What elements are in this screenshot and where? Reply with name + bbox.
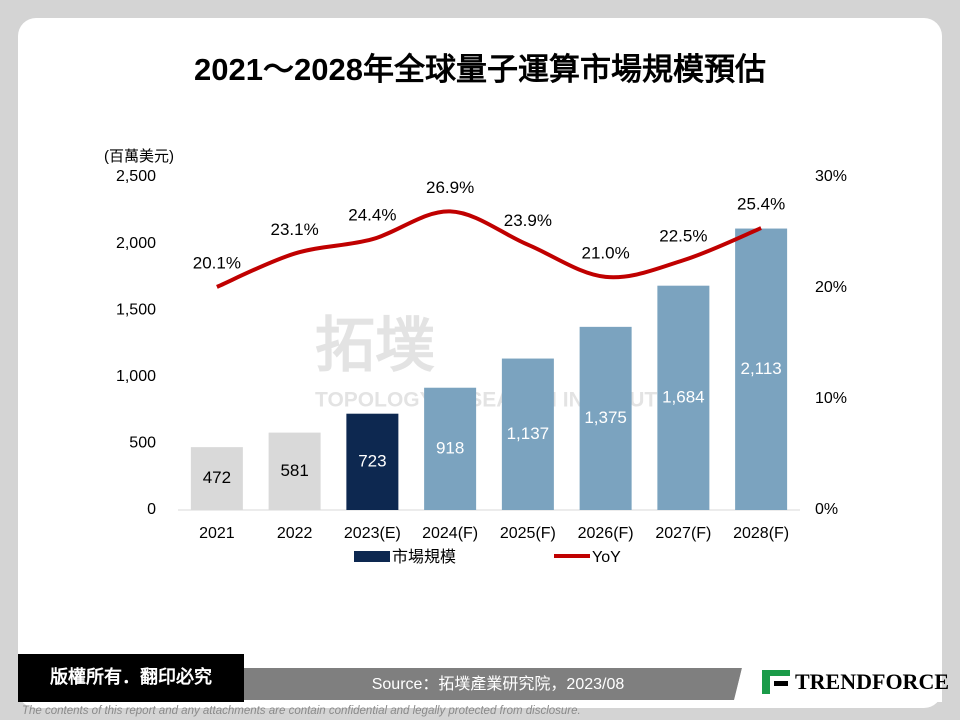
- plot: 0 500 1,000 1,500 2,000 2,500 0% 10% 20% 30% 2021 2…: [116, 168, 847, 566]
- legend-label: 市場規模: [392, 548, 456, 566]
- y-tick-label: 0: [147, 501, 156, 518]
- line-value-label: 26.9%: [426, 178, 474, 197]
- line-value-label: 23.1%: [271, 220, 319, 239]
- x-tick-label: 2025(F): [500, 525, 556, 542]
- chart-title: 2021～2028年全球量子運算市場規模預估: [194, 52, 766, 87]
- y-tick-label: 2,500: [116, 168, 156, 185]
- line: [216, 209, 762, 289]
- line-value-label: 20.1%: [193, 253, 241, 272]
- y-tick-label: 1,500: [116, 301, 156, 318]
- bar-value-label: 1,137: [507, 424, 550, 443]
- bar: [579, 326, 632, 510]
- card: [18, 18, 942, 708]
- bar: [268, 432, 321, 510]
- bar-value-label: 472: [203, 468, 231, 487]
- bar: [501, 358, 554, 510]
- bar: [190, 447, 243, 510]
- disclaimer: The contents of this report and any atta…: [22, 705, 581, 717]
- bar: [346, 413, 399, 510]
- bar-value-label: 581: [280, 461, 308, 480]
- legend-label: YoY: [592, 549, 621, 566]
- source: Source：拓墣產業研究院，2023/08: [372, 675, 625, 693]
- bar: [424, 387, 477, 510]
- x-tick-label: 2026(F): [578, 525, 634, 542]
- legend-swatch: [354, 551, 390, 562]
- bar-value-label: 2,113: [740, 359, 781, 378]
- bar: [657, 285, 710, 510]
- bar-value-label: 1,375: [584, 408, 627, 427]
- y2-tick-label: 20%: [815, 279, 847, 296]
- bar-value-label: 918: [436, 438, 464, 457]
- y-axis-label: (百萬美元): [104, 148, 174, 165]
- y2-tick-label: 30%: [815, 168, 847, 185]
- line-value-label: 23.9%: [504, 211, 552, 230]
- bar: [735, 228, 788, 510]
- logo-icon: [774, 681, 788, 686]
- x-tick-label: 2023(E): [344, 525, 401, 542]
- line-value-label: 24.4%: [348, 206, 396, 225]
- bar-value-label: 1,684: [662, 387, 705, 406]
- watermark-logo: 拓墣: [315, 312, 435, 379]
- copyright: 版權所有．翻印必究: [50, 666, 212, 687]
- line-value-label: 22.5%: [659, 227, 707, 246]
- bar-value-label: 723: [358, 451, 386, 470]
- y2-tick-label: 10%: [815, 390, 847, 407]
- line-value-label: 21.0%: [582, 243, 630, 262]
- line-value-label: 25.4%: [737, 195, 785, 214]
- x-tick-label: 2024(F): [422, 525, 478, 542]
- source-band: [244, 668, 742, 700]
- x-tick-label: 2028(F): [733, 525, 789, 542]
- x-tick-label: 2022: [277, 525, 313, 542]
- x-tick-label: 2027(F): [655, 525, 711, 542]
- logo-icon: [770, 670, 790, 676]
- brand: TRENDFORCE: [795, 669, 949, 694]
- x-tick-label: 2021: [199, 525, 235, 542]
- copyright-box: [18, 654, 244, 702]
- y2-tick-label: 0%: [815, 501, 838, 518]
- y-tick-label: 1,000: [116, 368, 156, 385]
- logo-icon: [762, 670, 770, 694]
- y-tick-label: 2,000: [116, 235, 156, 252]
- y-tick-label: 500: [129, 435, 156, 452]
